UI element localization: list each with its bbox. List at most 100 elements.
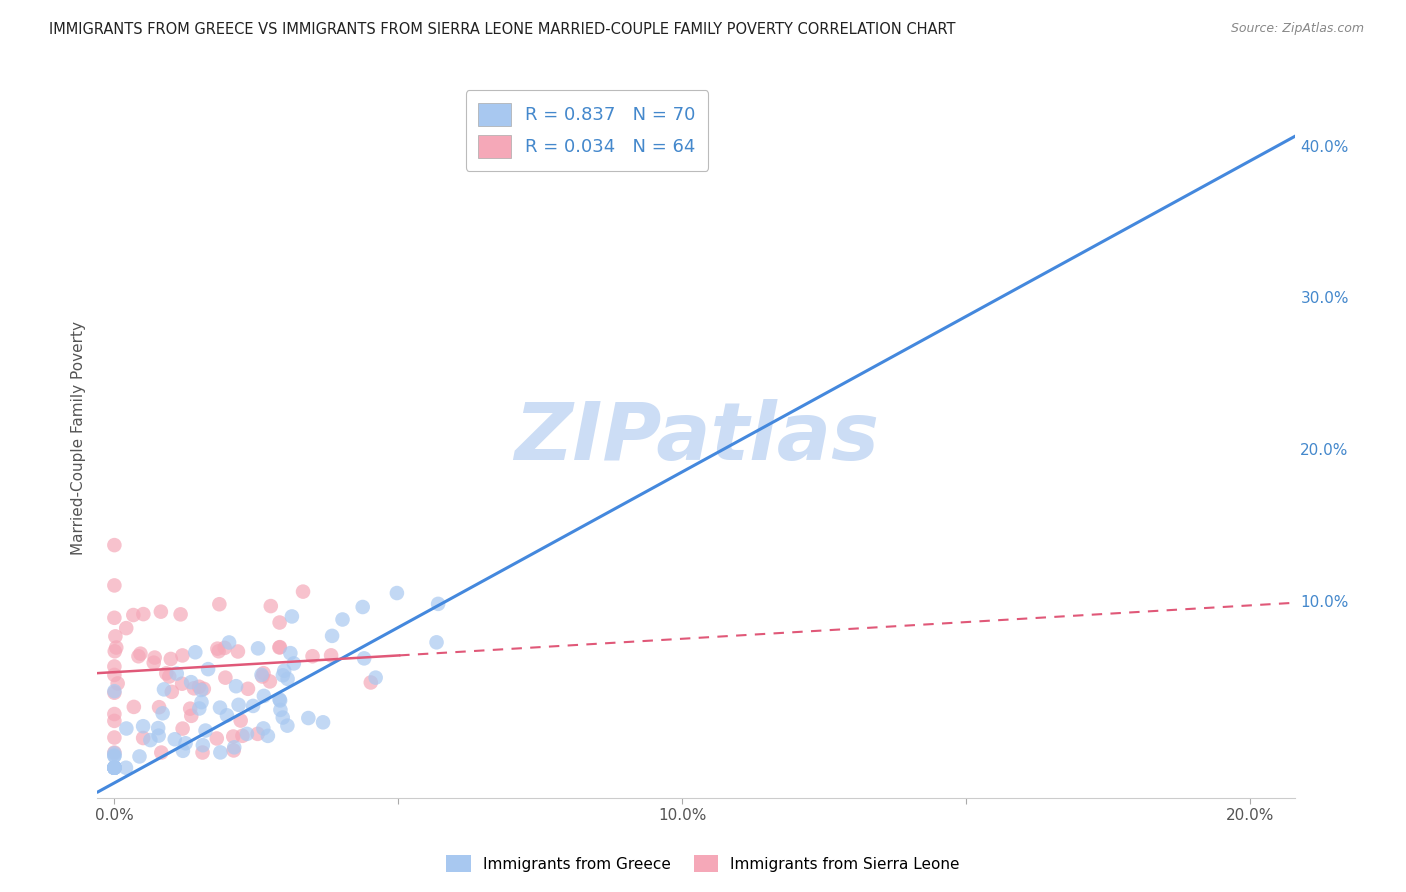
- Point: [360, 675, 382, 690]
- Point: [103, 761, 125, 775]
- Point: [103, 748, 125, 763]
- Point: [103, 714, 125, 728]
- Point: [174, 736, 197, 750]
- Point: [269, 692, 291, 706]
- Point: [269, 703, 291, 717]
- Point: [122, 699, 145, 714]
- Point: [132, 607, 155, 621]
- Point: [153, 682, 176, 697]
- Point: [107, 676, 129, 690]
- Point: [271, 668, 294, 682]
- Point: [103, 686, 125, 700]
- Point: [184, 645, 207, 659]
- Point: [166, 666, 188, 681]
- Point: [103, 761, 125, 775]
- Point: [276, 719, 298, 733]
- Point: [194, 723, 217, 738]
- Point: [103, 761, 125, 775]
- Point: [250, 668, 273, 682]
- Point: [269, 615, 291, 630]
- Point: [191, 738, 214, 752]
- Point: [103, 538, 125, 552]
- Point: [252, 669, 274, 683]
- Point: [129, 647, 152, 661]
- Point: [193, 681, 215, 696]
- Point: [283, 657, 305, 671]
- Point: [115, 761, 138, 775]
- Point: [242, 698, 264, 713]
- Point: [115, 621, 138, 635]
- Point: [132, 731, 155, 745]
- Point: [353, 651, 375, 665]
- Point: [152, 706, 174, 721]
- Point: [128, 749, 150, 764]
- Point: [208, 644, 231, 658]
- Point: [103, 761, 125, 775]
- Point: [103, 749, 125, 764]
- Point: [332, 613, 354, 627]
- Point: [205, 731, 228, 746]
- Point: [103, 731, 125, 745]
- Point: [169, 607, 191, 622]
- Point: [188, 701, 211, 715]
- Point: [259, 674, 281, 689]
- Point: [170, 677, 193, 691]
- Point: [157, 669, 180, 683]
- Point: [229, 714, 252, 728]
- Point: [191, 746, 214, 760]
- Point: [103, 578, 125, 592]
- Point: [180, 709, 202, 723]
- Point: [146, 721, 169, 735]
- Point: [143, 650, 166, 665]
- Legend: R = 0.837   N = 70, R = 0.034   N = 64: R = 0.837 N = 70, R = 0.034 N = 64: [465, 90, 709, 170]
- Point: [103, 761, 125, 775]
- Point: [257, 729, 280, 743]
- Point: [132, 719, 155, 733]
- Point: [273, 664, 295, 678]
- Point: [208, 700, 231, 714]
- Point: [292, 584, 315, 599]
- Point: [172, 722, 194, 736]
- Point: [427, 597, 450, 611]
- Point: [231, 729, 253, 743]
- Point: [252, 722, 274, 736]
- Point: [312, 715, 335, 730]
- Point: [253, 689, 276, 703]
- Point: [103, 706, 125, 721]
- Point: [155, 666, 177, 681]
- Point: [224, 740, 246, 755]
- Point: [236, 727, 259, 741]
- Point: [148, 729, 170, 743]
- Point: [218, 635, 240, 649]
- Point: [208, 597, 231, 611]
- Point: [104, 629, 127, 643]
- Point: [281, 609, 304, 624]
- Point: [321, 629, 343, 643]
- Point: [297, 711, 319, 725]
- Point: [352, 599, 374, 614]
- Point: [103, 668, 125, 682]
- Point: [103, 761, 125, 775]
- Point: [122, 608, 145, 623]
- Point: [139, 733, 162, 747]
- Point: [103, 761, 125, 775]
- Point: [159, 652, 181, 666]
- Point: [103, 747, 125, 761]
- Point: [280, 646, 302, 660]
- Point: [188, 680, 211, 694]
- Point: [160, 685, 183, 699]
- Point: [222, 730, 245, 744]
- Point: [190, 683, 212, 698]
- Point: [226, 644, 249, 658]
- Point: [319, 648, 342, 663]
- Point: [163, 732, 186, 747]
- Point: [277, 672, 299, 686]
- Point: [301, 649, 323, 664]
- Point: [271, 710, 294, 724]
- Point: [103, 611, 125, 625]
- Text: ZIPatlas: ZIPatlas: [515, 399, 879, 476]
- Point: [246, 727, 269, 741]
- Point: [209, 746, 232, 760]
- Point: [115, 722, 138, 736]
- Y-axis label: Married-Couple Family Poverty: Married-Couple Family Poverty: [72, 321, 86, 555]
